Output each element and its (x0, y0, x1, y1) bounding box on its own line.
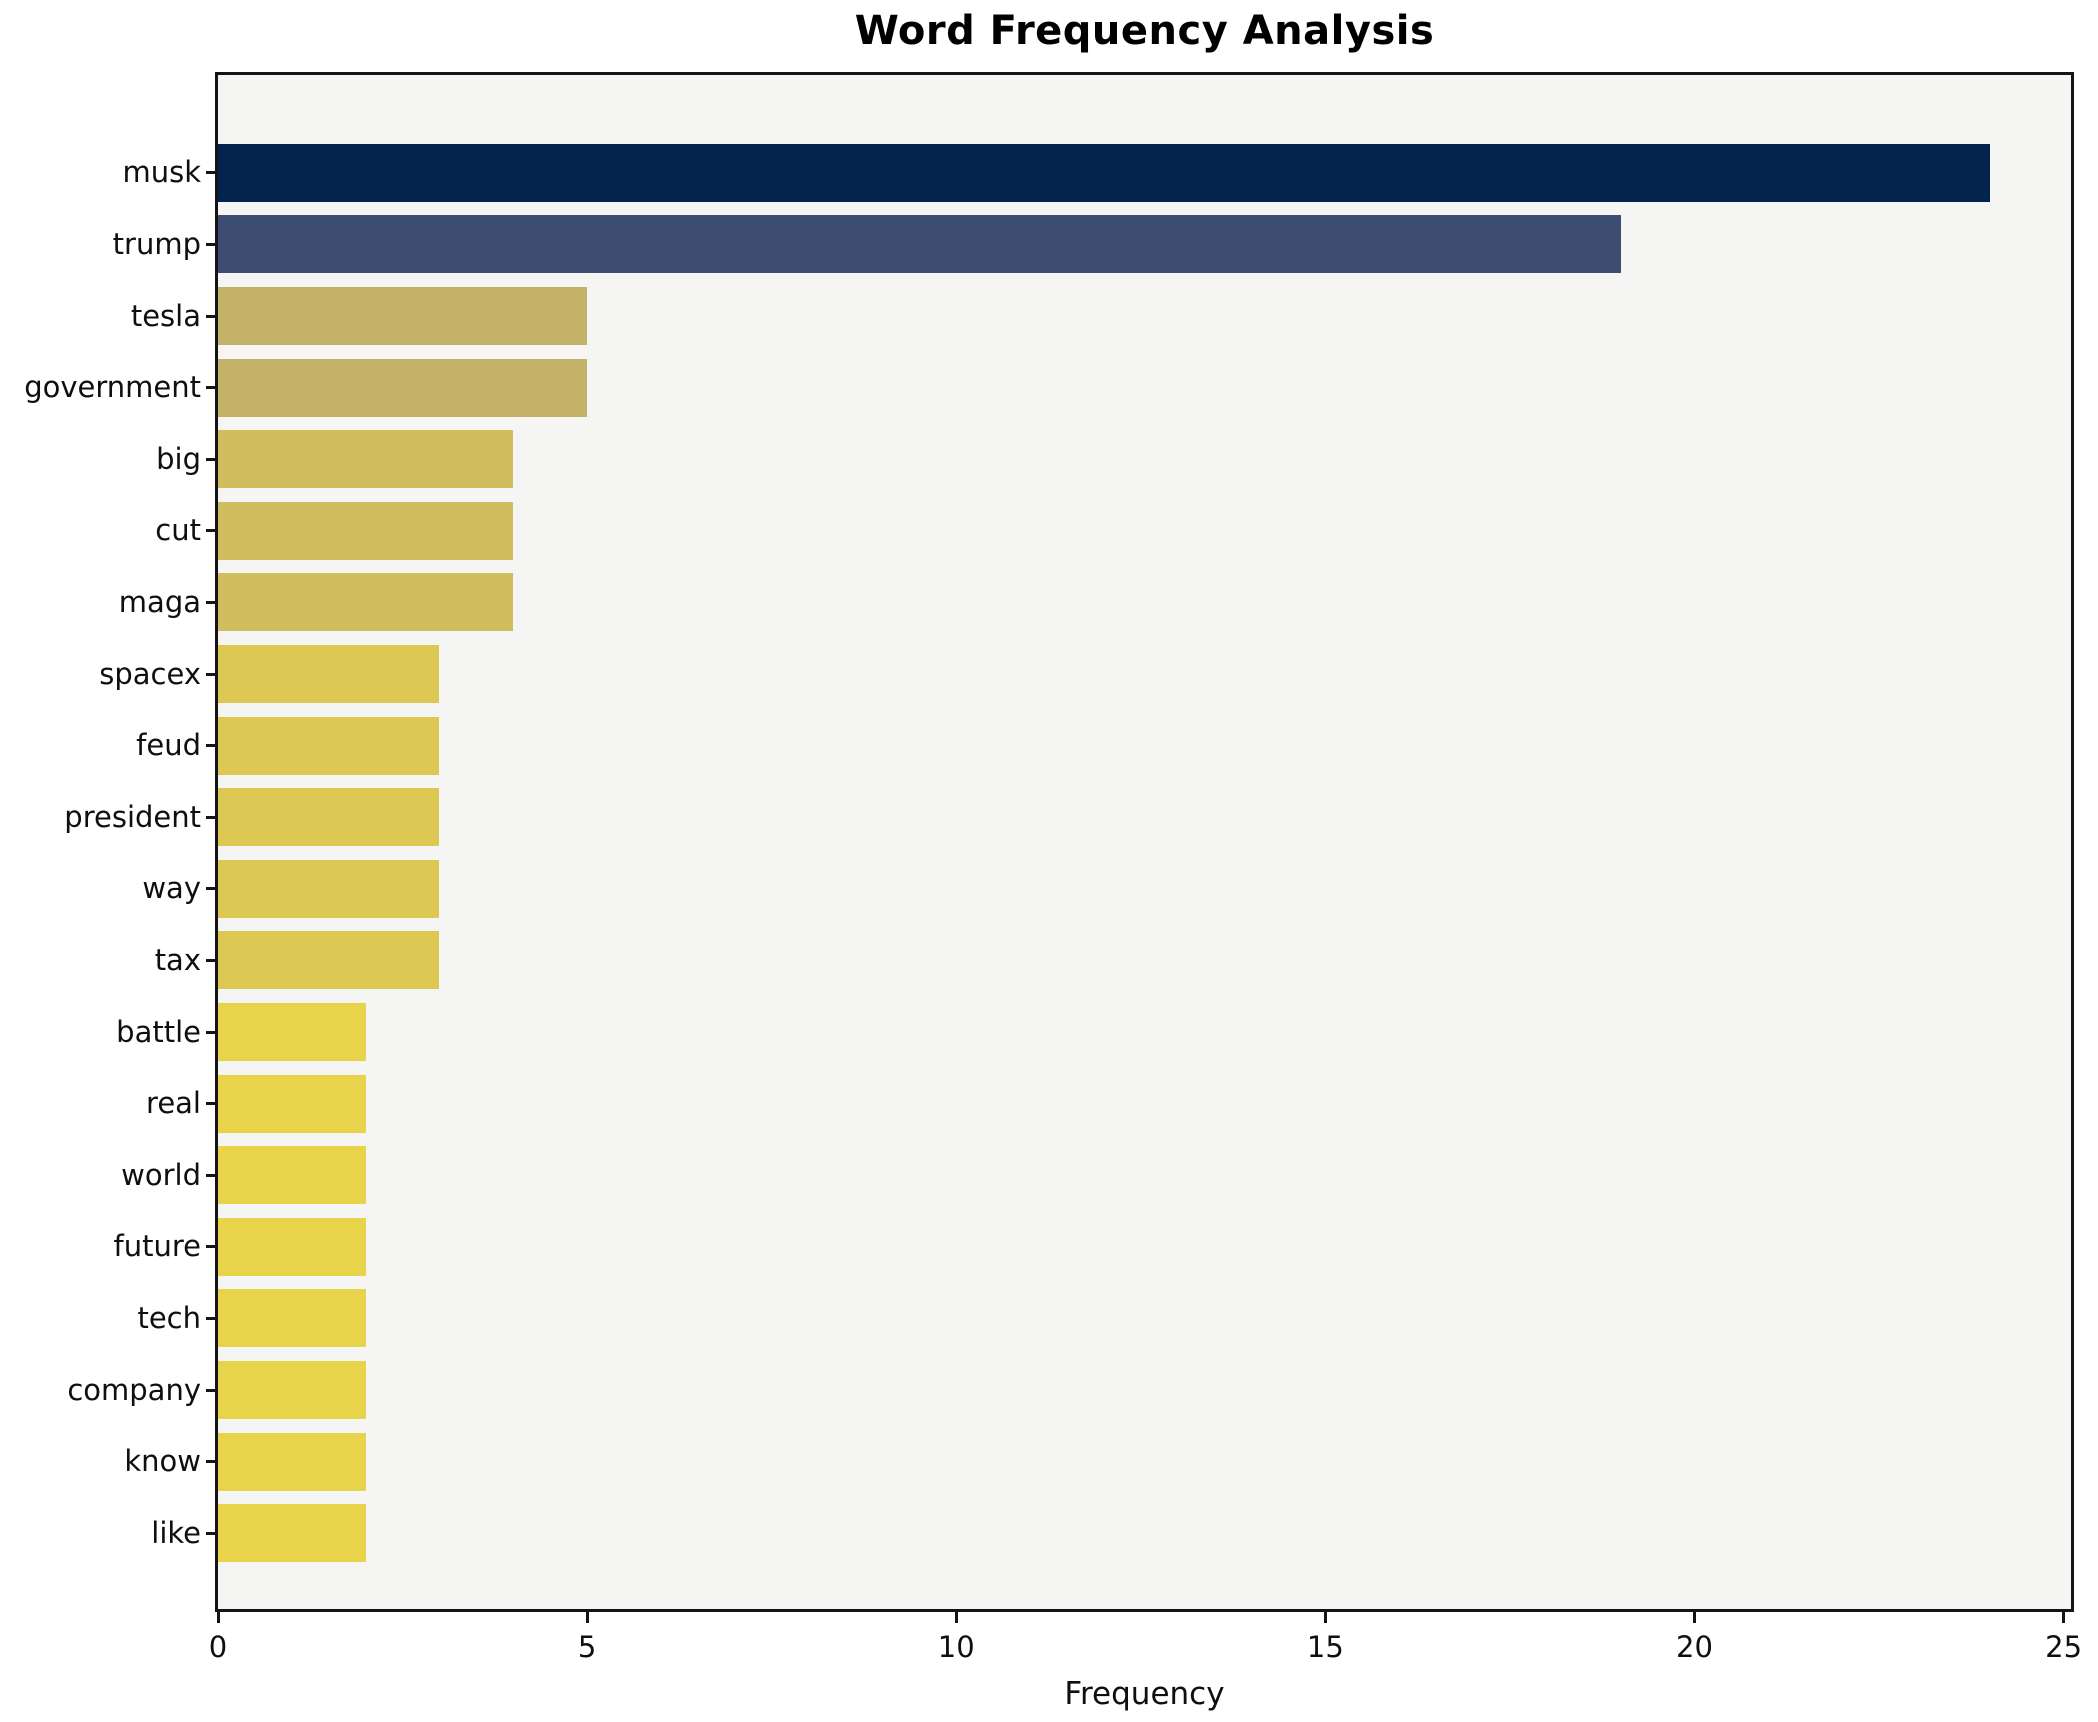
y-tick-mark (206, 1388, 215, 1392)
y-tick-label: president (64, 799, 201, 834)
y-tick-mark (206, 1173, 215, 1177)
bar-musk (218, 143, 1990, 202)
chart-title: Word Frequency Analysis (854, 8, 1435, 54)
plot-area (215, 72, 2074, 1612)
y-tick-label: tech (137, 1300, 201, 1335)
y-tick-label: musk (122, 155, 201, 190)
x-tick-mark (954, 1612, 958, 1623)
x-tick-mark (585, 1612, 589, 1623)
x-tick-label: 15 (1306, 1630, 1344, 1664)
bar-feud (218, 716, 440, 775)
y-tick-mark (206, 1245, 215, 1249)
y-tick-mark (206, 744, 215, 748)
bar-president (218, 788, 440, 847)
y-tick-label: feud (136, 728, 201, 763)
x-tick-mark (2062, 1612, 2066, 1623)
y-tick-mark (206, 1102, 215, 1106)
y-tick-label: company (67, 1372, 201, 1407)
y-tick-mark (206, 887, 215, 891)
bar-spacex (218, 645, 440, 703)
x-tick-label: 10 (937, 1630, 975, 1664)
y-tick-mark (206, 314, 215, 318)
bar-maga (218, 573, 514, 632)
x-tick-label: 0 (208, 1630, 228, 1664)
y-tick-label: big (156, 441, 201, 476)
y-tick-label: future (113, 1229, 201, 1264)
y-tick-label: cut (155, 513, 201, 548)
y-tick-label: like (151, 1515, 201, 1550)
bar-tech (218, 1289, 366, 1348)
y-tick-label: spacex (99, 656, 201, 691)
y-tick-mark (206, 1531, 215, 1535)
y-tick-mark (206, 815, 215, 819)
y-tick-mark (206, 672, 215, 676)
x-tick-mark (216, 1612, 220, 1623)
x-tick-mark (1692, 1612, 1696, 1623)
bar-government (218, 358, 588, 417)
y-tick-label: government (24, 370, 201, 405)
y-tick-label: battle (116, 1014, 201, 1049)
bar-big (218, 430, 514, 489)
bar-like (218, 1504, 366, 1563)
bar-way (218, 859, 440, 918)
y-tick-label: maga (118, 584, 201, 619)
bar-battle (218, 1003, 366, 1061)
y-tick-mark (206, 600, 215, 604)
x-tick-mark (1323, 1612, 1327, 1623)
y-tick-mark (206, 457, 215, 461)
bar-world (218, 1146, 366, 1205)
bar-real (218, 1074, 366, 1133)
y-tick-label: tesla (130, 298, 201, 333)
y-tick-mark (206, 242, 215, 246)
y-tick-mark (206, 1030, 215, 1034)
bar-company (218, 1361, 366, 1419)
bar-tesla (218, 287, 588, 345)
y-tick-label: trump (112, 226, 201, 261)
bar-tax (218, 931, 440, 990)
bar-trump (218, 215, 1621, 274)
y-tick-label: know (124, 1444, 201, 1479)
x-tick-label: 5 (577, 1630, 597, 1664)
y-tick-label: way (142, 871, 201, 906)
bar-future (218, 1217, 366, 1276)
x-tick-label: 20 (1676, 1630, 1713, 1664)
bar-cut (218, 501, 514, 560)
y-tick-mark (206, 529, 215, 533)
y-tick-mark (206, 386, 215, 390)
y-tick-mark (206, 1460, 215, 1464)
y-tick-mark (206, 171, 215, 175)
x-tick-label: 25 (2045, 1630, 2083, 1664)
x-axis-label: Frequency (1064, 1676, 1225, 1712)
y-tick-mark (206, 958, 215, 962)
bar-know (218, 1432, 366, 1491)
y-tick-mark (206, 1316, 215, 1320)
y-tick-label: real (146, 1086, 201, 1121)
y-tick-label: tax (154, 942, 201, 977)
y-tick-label: world (121, 1157, 201, 1192)
